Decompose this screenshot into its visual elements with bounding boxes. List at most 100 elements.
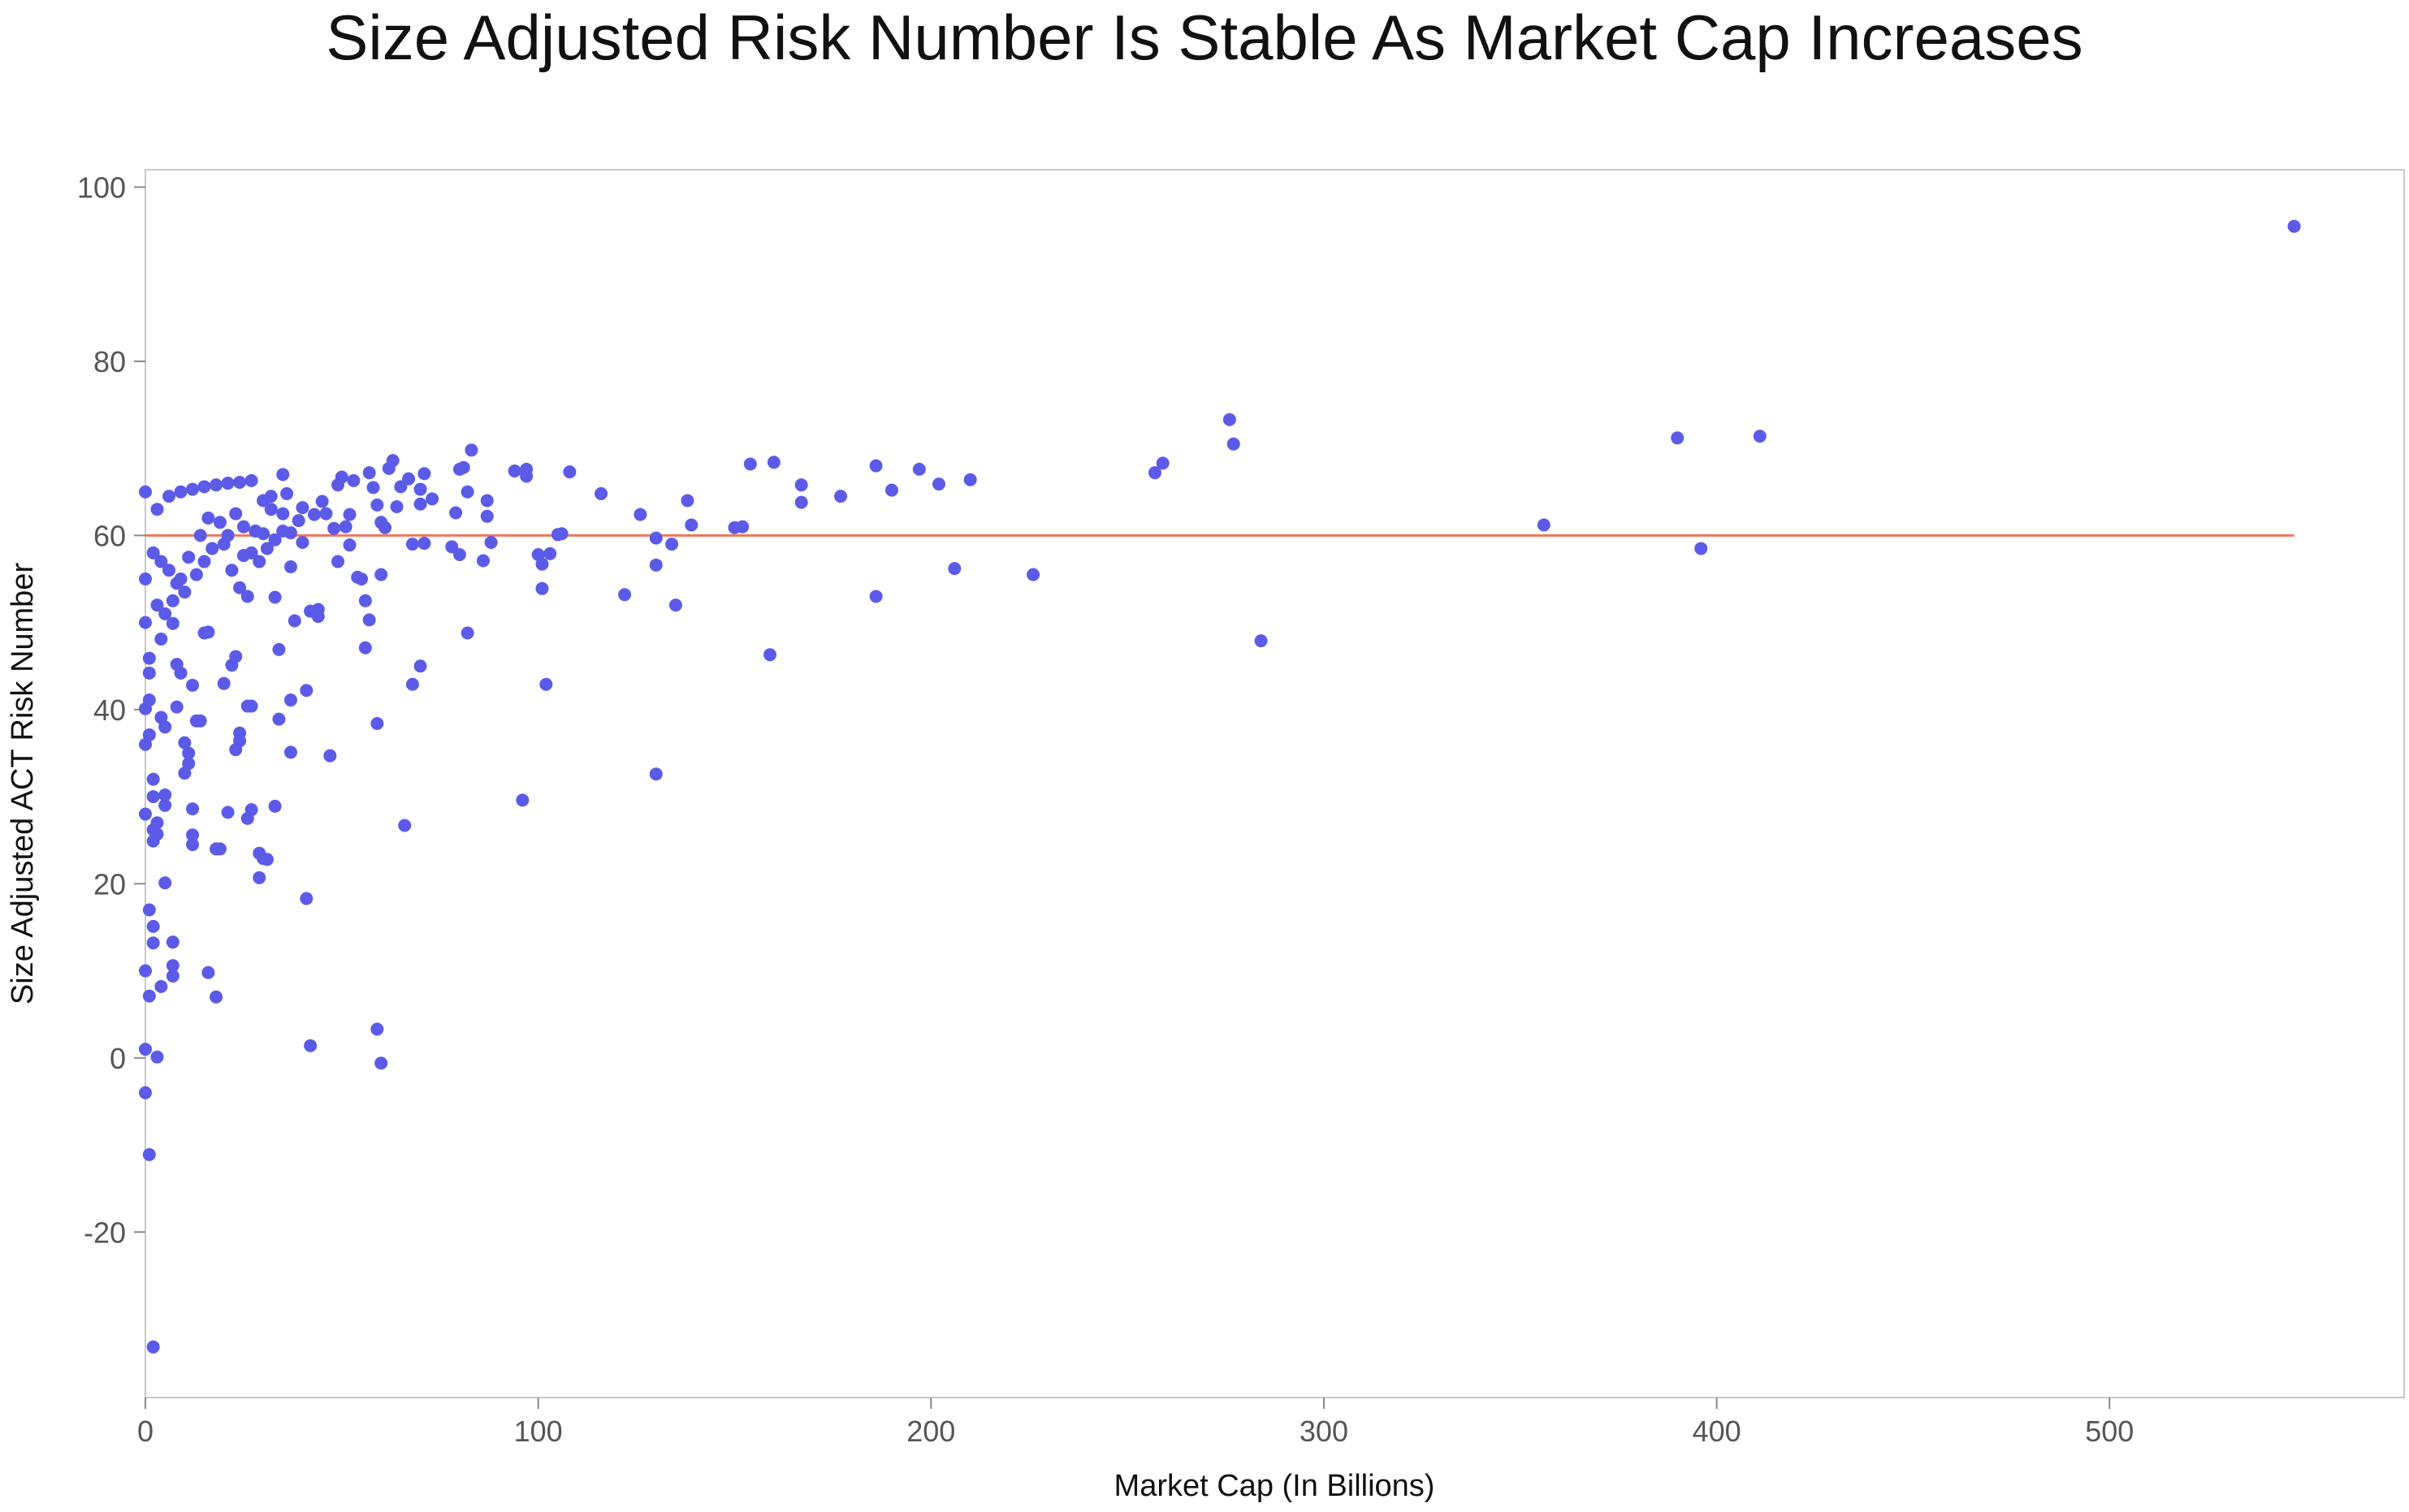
data-point <box>370 1022 384 1036</box>
data-point <box>358 641 372 654</box>
data-point <box>154 555 168 568</box>
data-point <box>531 547 545 561</box>
data-point <box>343 538 357 552</box>
data-point <box>794 495 808 509</box>
x-tick-label: 0 <box>137 1415 154 1448</box>
data-point <box>186 838 200 852</box>
data-point <box>743 457 757 471</box>
data-point <box>221 806 235 819</box>
data-point <box>189 568 203 581</box>
data-point <box>197 555 211 568</box>
y-axis-title: Size Adjusted ACT Risk Number <box>6 563 40 1005</box>
data-point <box>374 516 388 529</box>
data-point <box>166 594 179 607</box>
data-point <box>327 521 341 535</box>
data-point <box>142 1147 156 1161</box>
data-point <box>413 497 427 511</box>
data-point <box>210 990 223 1004</box>
data-point <box>225 564 239 577</box>
data-point <box>233 475 247 489</box>
data-point <box>374 568 388 581</box>
data-point <box>240 590 254 603</box>
data-point <box>331 555 344 568</box>
data-point <box>351 570 365 584</box>
data-point <box>405 677 419 691</box>
data-point <box>292 514 305 528</box>
data-point <box>1226 437 1240 451</box>
data-point <box>480 509 494 523</box>
data-point <box>374 1056 388 1070</box>
data-point <box>452 462 466 476</box>
data-point <box>296 501 309 515</box>
data-point <box>323 749 337 762</box>
data-point <box>362 613 376 627</box>
data-point <box>146 790 160 804</box>
data-point <box>1671 431 1685 445</box>
data-point <box>2287 219 2301 233</box>
data-point <box>516 793 530 807</box>
data-point <box>139 702 152 715</box>
data-point <box>170 700 184 714</box>
data-point <box>210 478 223 492</box>
data-point <box>253 555 266 568</box>
data-point <box>884 483 898 497</box>
data-point <box>162 564 176 577</box>
data-point <box>166 959 179 973</box>
data-point <box>390 499 404 513</box>
data-point <box>370 717 384 731</box>
data-point <box>963 473 977 486</box>
data-point <box>304 1039 318 1052</box>
data-point <box>307 508 321 521</box>
data-point <box>300 892 314 905</box>
data-point <box>178 736 192 750</box>
data-point <box>213 516 227 529</box>
x-tick-label: 300 <box>1300 1415 1348 1448</box>
data-point <box>413 482 427 496</box>
data-point <box>142 666 156 680</box>
data-point <box>563 465 577 479</box>
data-point <box>146 936 160 950</box>
y-tick-label: -20 <box>84 1216 126 1249</box>
data-point <box>233 581 247 594</box>
data-point <box>186 678 200 692</box>
data-point <box>182 746 196 760</box>
data-point <box>244 546 258 559</box>
y-axis: -20 0 20 40 60 80 100 <box>77 171 145 1249</box>
x-tick-label: 400 <box>1693 1415 1741 1448</box>
data-point <box>551 528 564 542</box>
data-point <box>272 642 286 656</box>
y-tick-label: 80 <box>93 345 126 378</box>
data-point <box>1254 634 1268 648</box>
data-point <box>649 767 663 781</box>
data-point <box>146 834 160 848</box>
data-point <box>240 699 254 713</box>
data-point <box>268 533 282 546</box>
data-point <box>154 632 168 646</box>
data-point <box>1027 568 1040 581</box>
data-point <box>358 594 372 607</box>
data-point <box>394 480 408 494</box>
data-point <box>260 542 274 555</box>
data-point <box>146 772 160 786</box>
data-point <box>253 846 266 860</box>
data-point <box>189 714 203 728</box>
data-point <box>280 486 294 500</box>
plot-frame <box>145 169 2405 1398</box>
data-point <box>543 546 557 560</box>
data-point <box>767 456 781 469</box>
y-tick-label: 20 <box>93 867 126 901</box>
data-point <box>229 743 243 757</box>
data-point <box>339 520 352 534</box>
data-point <box>276 468 290 482</box>
data-point <box>912 462 926 476</box>
data-point <box>283 693 297 707</box>
data-point <box>201 966 215 979</box>
data-point <box>461 626 474 640</box>
data-point <box>1753 430 1767 443</box>
data-point <box>402 472 416 486</box>
data-point <box>288 614 301 628</box>
data-point <box>139 572 152 585</box>
data-point <box>362 466 376 480</box>
data-point <box>932 477 945 491</box>
data-point <box>158 876 172 890</box>
